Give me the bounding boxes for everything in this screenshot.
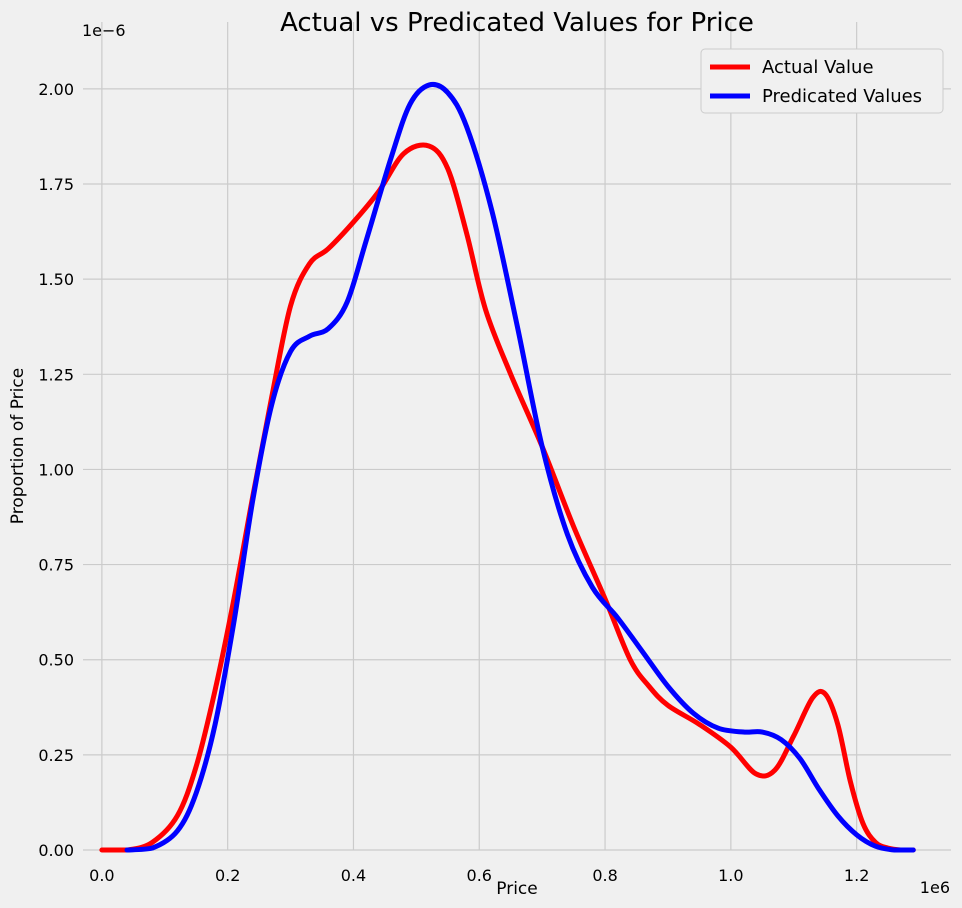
y-tick-label: 1.25 <box>38 365 74 384</box>
x-offset-label: 1e6 <box>920 878 950 897</box>
y-axis-ticks: 0.00 0.25 0.50 0.75 1.00 1.25 1.50 1.75 2.00 <box>38 80 74 860</box>
legend-entry-predicated-values: Predicated Values <box>710 86 922 107</box>
x-tick-label: 1.2 <box>844 866 869 885</box>
y-tick-label: 1.50 <box>38 270 74 289</box>
y-tick-label: 0.25 <box>38 746 74 765</box>
grid <box>83 22 951 851</box>
series-lines <box>99 81 916 853</box>
legend: Actual Value Predicated Values <box>700 48 944 114</box>
legend-label: Predicated Values <box>762 86 922 107</box>
y-tick-label: 0.50 <box>38 651 74 670</box>
y-offset-label: 1e−6 <box>82 21 126 40</box>
x-tick-label: 0.4 <box>341 866 366 885</box>
predicated-values-line <box>124 81 916 853</box>
x-axis-ticks: 0.0 0.2 0.4 0.6 0.8 1.0 1.2 <box>89 866 869 885</box>
legend-entry-actual-value: Actual Value <box>710 57 874 78</box>
y-tick-label: 0.75 <box>38 556 74 575</box>
x-axis-label: Price <box>496 879 537 899</box>
x-tick-label: 1.0 <box>718 866 743 885</box>
x-tick-label: 0.6 <box>467 866 492 885</box>
legend-box <box>700 48 944 114</box>
y-tick-label: 2.00 <box>38 80 74 99</box>
x-tick-label: 0.8 <box>592 866 617 885</box>
chart-title: Actual vs Predicated Values for Price <box>280 8 754 38</box>
y-axis-label: Proportion of Price <box>8 368 28 524</box>
legend-label: Actual Value <box>762 57 874 78</box>
y-tick-label: 0.00 <box>38 841 74 860</box>
y-tick-label: 1.00 <box>38 460 74 479</box>
y-tick-label: 1.75 <box>38 175 74 194</box>
x-tick-label: 0.2 <box>215 866 240 885</box>
x-tick-label: 0.0 <box>89 866 114 885</box>
